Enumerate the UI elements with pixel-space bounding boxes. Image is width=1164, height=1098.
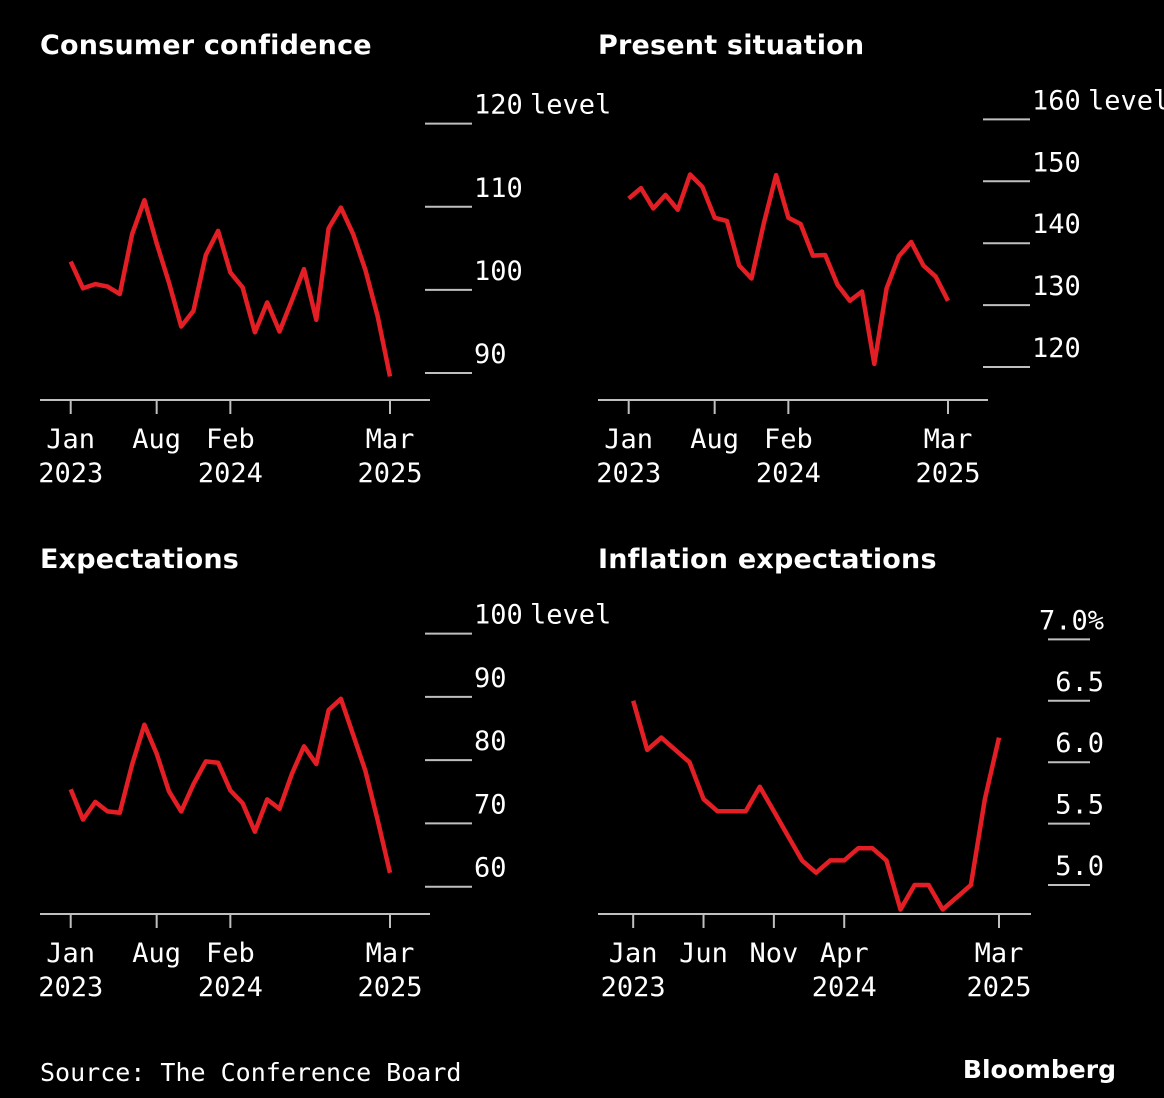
x-tick-year-label: 2023 <box>601 972 666 1003</box>
y-tick-label: 7.0% <box>1039 605 1104 636</box>
y-axis-unit-label: level <box>1088 85 1164 116</box>
y-axis-unit-label: level <box>530 600 611 631</box>
bloomberg-logo: Bloomberg <box>962 1055 1116 1084</box>
x-tick-label: Mar <box>975 938 1024 969</box>
x-tick-year-label: 2024 <box>756 458 821 489</box>
y-tick-label: 120 <box>1032 333 1081 364</box>
x-tick-year-label: 2023 <box>38 458 103 489</box>
x-tick-label: Jun <box>679 938 728 969</box>
y-tick-label: 160 <box>1032 85 1081 116</box>
source-note: Source: The Conference Board <box>40 1058 462 1087</box>
y-tick-label: 90 <box>474 663 507 694</box>
y-tick-label: 5.0 <box>1055 851 1104 882</box>
y-tick-label: 90 <box>474 339 507 370</box>
y-tick-label: 100 <box>474 600 523 631</box>
x-tick-label: Aug <box>132 938 181 969</box>
chart-title: Expectations <box>40 544 240 575</box>
chart-title: Inflation expectations <box>598 544 937 575</box>
y-tick-label: 60 <box>474 853 507 884</box>
y-tick-label: 70 <box>474 789 507 820</box>
x-tick-label: Nov <box>749 938 798 969</box>
x-tick-year-label: 2024 <box>812 972 877 1003</box>
chart-title: Consumer confidence <box>40 30 372 61</box>
x-tick-year-label: 2024 <box>198 458 263 489</box>
x-tick-year-label: 2025 <box>915 458 980 489</box>
x-tick-year-label: 2024 <box>198 972 263 1003</box>
x-tick-label: Apr <box>820 938 869 969</box>
x-tick-year-label: 2025 <box>357 972 422 1003</box>
chart-present-situation: Present situation 120 130 140 150 160 level Ja… <box>596 30 1164 530</box>
y-tick-label: 6.0 <box>1055 728 1104 759</box>
x-tick-year-label: 2023 <box>38 972 103 1003</box>
series-line <box>631 700 1002 912</box>
x-tick-label: Jan <box>609 938 658 969</box>
y-tick-label: 130 <box>1032 271 1081 302</box>
y-axis-unit-label: level <box>530 90 611 121</box>
x-tick-year-label: 2025 <box>966 972 1031 1003</box>
x-tick-label: Jan <box>46 938 95 969</box>
y-tick-label: 100 <box>474 256 523 287</box>
chart-inflation-expectations: Inflation expectations 5.0 5.5 6.0 6.5 7.0% J… <box>598 544 1158 1044</box>
series-line <box>68 197 393 377</box>
x-tick-label: Jan <box>604 424 653 455</box>
chart-expectations: Expectations 60 70 80 90 100 level Jan 2023 Aug F… <box>38 544 611 1044</box>
y-tick-label: 6.5 <box>1055 667 1104 698</box>
x-tick-label: Mar <box>924 424 973 455</box>
y-tick-label: 110 <box>474 173 523 204</box>
chart-consumer-confidence: Consumer confidence 90 100 110 120 level Jan 2… <box>38 30 611 530</box>
x-tick-label: Feb <box>206 938 255 969</box>
x-tick-year-label: 2023 <box>596 458 661 489</box>
x-tick-label: Aug <box>132 424 181 455</box>
x-tick-label: Aug <box>690 424 739 455</box>
series-line <box>68 696 393 874</box>
x-tick-label: Mar <box>366 424 415 455</box>
y-tick-label: 5.5 <box>1055 790 1104 821</box>
y-tick-label: 120 <box>474 90 523 121</box>
x-tick-label: Jan <box>46 424 95 455</box>
x-tick-label: Mar <box>366 938 415 969</box>
x-tick-year-label: 2025 <box>357 458 422 489</box>
x-tick-label: Feb <box>764 424 813 455</box>
y-tick-label: 140 <box>1032 209 1081 240</box>
chart-title: Present situation <box>598 30 865 61</box>
y-tick-label: 80 <box>474 726 507 757</box>
y-tick-label: 150 <box>1032 147 1081 178</box>
x-tick-label: Feb <box>206 424 255 455</box>
series-line <box>627 172 951 367</box>
